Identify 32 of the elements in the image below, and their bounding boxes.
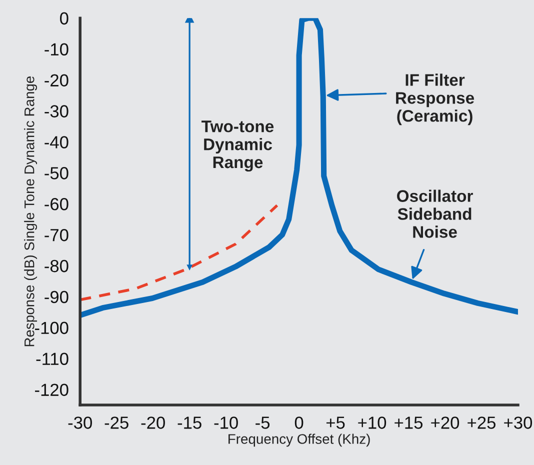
x-axis-title: Frequency Offset (Khz)	[228, 434, 370, 447]
y-tick-label: -100	[35, 322, 68, 334]
x-tick-label: -25	[104, 416, 128, 429]
annotation: Two-tone Dynamic Range	[202, 120, 274, 172]
x-tick-label: +15	[394, 416, 423, 429]
y-tick-label: 0	[60, 12, 68, 25]
y-tick-label: -50	[44, 167, 68, 180]
x-tick-label: -15	[178, 416, 202, 429]
y-tick-label: -30	[44, 105, 68, 118]
x-tick-label: -5	[256, 416, 270, 429]
line-series	[80, 204, 279, 302]
y-tick-label: -60	[44, 198, 68, 210]
y-tick-label: -120	[35, 384, 68, 396]
x-tick-label: -20	[141, 416, 165, 429]
x-tick-label: +10	[358, 416, 386, 429]
y-tick-label: -40	[44, 136, 68, 148]
x-tick-label: -30	[68, 416, 92, 429]
y-tick-label: -20	[44, 74, 68, 86]
x-tick-label: +25	[468, 416, 496, 429]
y-tick-label: -80	[44, 260, 68, 272]
y-tick-label: -70	[44, 228, 68, 242]
y-axis-title: Response (dB) Single Tone Dynamic Range	[24, 76, 38, 346]
y-tick-label: -110	[36, 352, 68, 366]
y-tick-label: -90	[44, 290, 68, 304]
y-tick-label: -10	[44, 43, 68, 56]
annotation: IF Filter Response (Ceramic)	[396, 74, 474, 126]
x-tick-label: +30	[504, 416, 532, 429]
x-tick-label: +20	[431, 416, 460, 429]
x-tick-label: -10	[214, 416, 238, 429]
annotation: Oscillator Sideband Noise	[397, 190, 473, 238]
x-tick-label: +5	[326, 416, 345, 429]
x-tick-label: 0	[294, 416, 304, 429]
